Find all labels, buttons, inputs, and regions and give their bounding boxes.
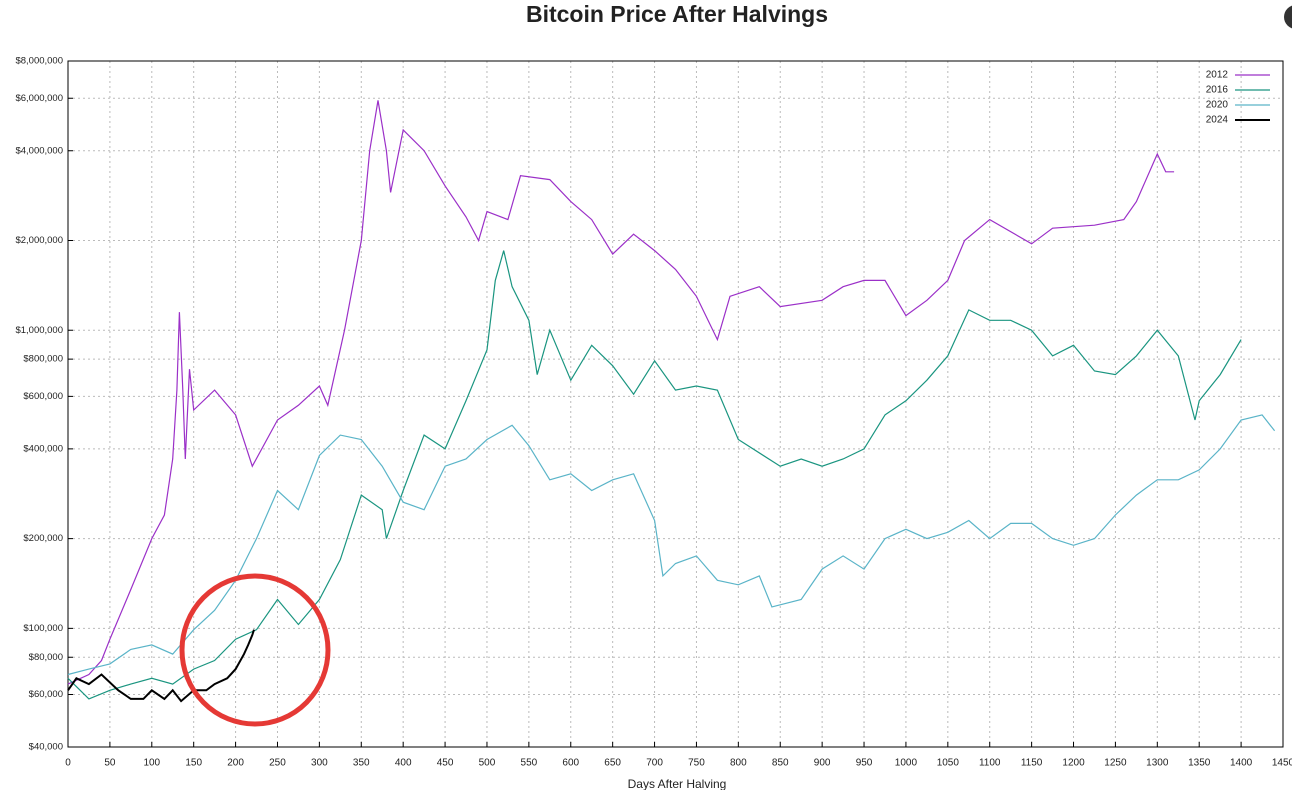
y-tick-label: $200,000	[23, 533, 63, 544]
x-tick-label: 1200	[1062, 758, 1085, 769]
y-tick-label: $80,000	[29, 652, 63, 663]
x-tick-label: 350	[353, 758, 370, 769]
x-tick-label: 600	[562, 758, 579, 769]
legend-label: 2024	[1206, 115, 1229, 126]
highlight-circle	[179, 573, 331, 727]
x-tick-label: 650	[604, 758, 621, 769]
x-axis-label: Days After Halving	[628, 777, 727, 790]
x-tick-label: 900	[814, 758, 831, 769]
y-tick-label: $800,000	[23, 354, 63, 365]
plot-frame	[67, 60, 1284, 748]
x-tick-label: 1000	[895, 758, 918, 769]
x-tick-label: 550	[521, 758, 538, 769]
x-tick-label: 750	[688, 758, 705, 769]
x-tick-label: 1100	[979, 758, 1001, 769]
y-tick-label: $8,000,000	[15, 56, 63, 67]
x-tick-label: 850	[772, 758, 789, 769]
series-line	[67, 629, 255, 703]
series-line	[67, 414, 1276, 676]
corner-icon	[1284, 5, 1292, 29]
y-tick-label: $40,000	[29, 742, 63, 753]
y-tick-label: $2,000,000	[15, 235, 63, 246]
x-tick-label: 50	[104, 758, 116, 769]
legend-label: 2016	[1206, 85, 1229, 96]
legend-label: 2012	[1206, 70, 1229, 81]
y-tick-label: $4,000,000	[15, 145, 63, 156]
series-line	[67, 250, 1242, 700]
x-tick-label: 150	[185, 758, 202, 769]
x-tick-label: 1150	[1021, 758, 1043, 769]
y-tick-label: $60,000	[29, 689, 63, 700]
x-tick-label: 250	[269, 758, 286, 769]
y-tick-label: $100,000	[23, 623, 63, 634]
chart-title: Bitcoin Price After Halvings	[526, 1, 828, 27]
x-tick-label: 800	[730, 758, 747, 769]
x-tick-label: 1400	[1230, 758, 1253, 769]
x-tick-label: 300	[311, 758, 328, 769]
x-tick-label: 700	[646, 758, 663, 769]
x-tick-label: 1250	[1104, 758, 1127, 769]
x-tick-label: 450	[437, 758, 454, 769]
y-tick-label: $6,000,000	[15, 93, 63, 104]
legend-label: 2020	[1206, 100, 1229, 111]
y-tick-label: $600,000	[23, 391, 63, 402]
x-tick-label: 1300	[1146, 758, 1169, 769]
x-tick-label: 1350	[1188, 758, 1211, 769]
x-tick-label: 950	[856, 758, 873, 769]
series-line	[67, 100, 1175, 685]
x-tick-label: 100	[143, 758, 160, 769]
x-tick-label: 200	[227, 758, 244, 769]
x-tick-label: 400	[395, 758, 412, 769]
x-tick-label: 500	[479, 758, 496, 769]
x-tick-label: 1450	[1272, 758, 1292, 769]
y-tick-label: $1,000,000	[15, 325, 63, 336]
y-tick-label: $400,000	[23, 443, 63, 454]
x-tick-label: 0	[65, 758, 71, 769]
x-tick-label: 1050	[937, 758, 960, 769]
